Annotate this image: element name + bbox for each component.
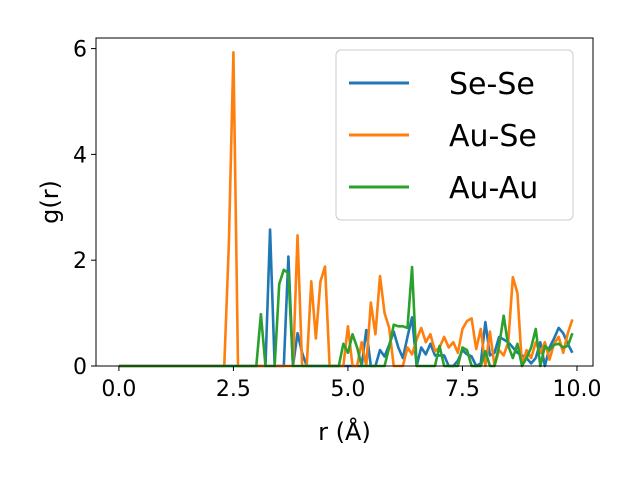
y-axis-label: g(r) [36,180,64,224]
y-tick-label: 2 [73,249,87,274]
x-ticks: 0.0 2.5 5.0 7.5 10.0 [101,366,601,402]
legend: Se-Se Au-Se Au-Au [335,49,574,221]
x-tick-label: 2.5 [216,377,251,402]
x-tick-label: 10.0 [552,377,601,402]
y-tick-label: 6 [73,38,87,63]
legend-label-se-se: Se-Se [449,67,535,102]
y-tick-label: 4 [73,143,87,168]
x-tick-label: 0.0 [101,377,136,402]
plot-frame [95,37,594,367]
x-tick-label: 5.0 [330,377,365,402]
x-axis-label: r (Å) [318,417,371,446]
legend-label-au-se: Au-Se [449,119,537,154]
x-tick-label: 7.5 [445,377,480,402]
y-ticks: 0 2 4 6 [73,38,96,380]
legend-label-au-au: Au-Au [449,171,538,206]
legend-box [335,49,574,221]
y-tick-label: 0 [73,355,87,380]
